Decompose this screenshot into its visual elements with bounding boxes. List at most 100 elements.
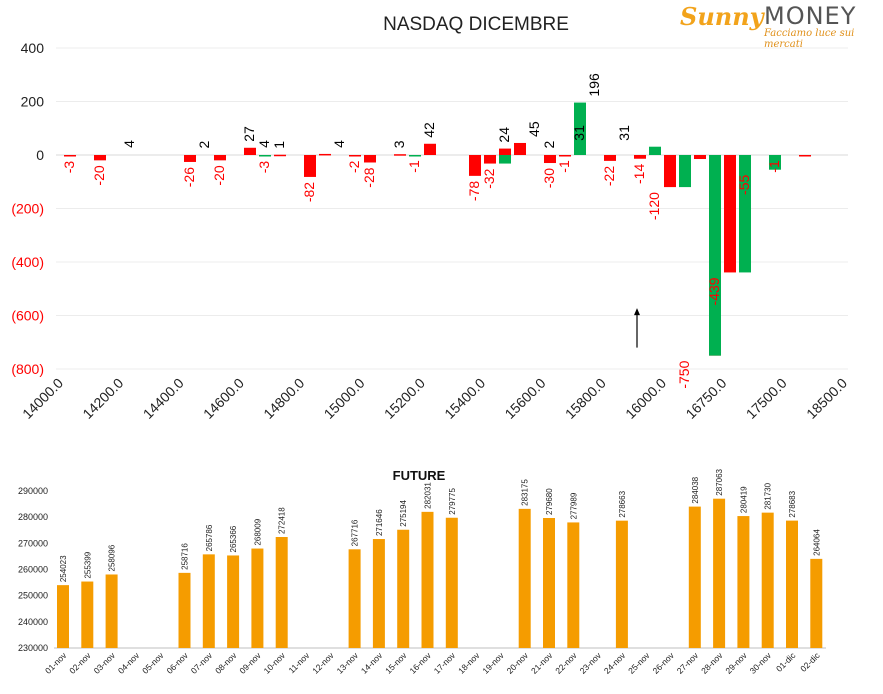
top-bar-label: 31 [571,125,587,141]
top-bar-label: 42 [421,122,437,138]
top-bar-label: -20 [211,165,227,185]
top-bar-label: -14 [631,164,647,184]
sunny-money-logo: Sunny MONEY Facciamo luce sui mercati [680,2,880,50]
top-bar [469,155,481,176]
future-value-label: 282031 [424,482,433,509]
top-x-tick-label: 15200.0 [381,375,428,422]
future-category-label: 22-nov [553,650,579,676]
future-bar [105,574,118,648]
top-y-tick-label: 200 [21,94,45,110]
future-value-label: 258096 [108,544,117,571]
top-bar-label: 2 [196,140,212,148]
top-x-tick-label: 14000.0 [19,375,66,422]
future-value-label: 280419 [739,486,748,513]
future-value-label: 258716 [181,543,190,570]
top-bar [244,147,256,155]
future-bar [567,522,580,648]
future-bar [372,539,385,648]
future-category-label: 08-nov [213,650,239,676]
future-bar [445,517,458,648]
future-category-label: 07-nov [189,650,215,676]
future-y-tick-label: 230000 [18,643,48,653]
future-category-label: 02-nov [67,650,93,676]
logo-tagline: Facciamo luce sui mercati [764,28,855,50]
future-bar [810,558,823,648]
future-category-label: 21-nov [529,650,555,676]
future-value-label: 287063 [715,468,724,495]
top-x-tick-label: 14400.0 [140,375,187,422]
top-x-tick-label: 15800.0 [562,375,609,422]
future-bar [397,529,410,648]
top-y-tick-label: (400) [11,254,44,270]
future-value-label: 254023 [59,555,68,582]
top-bar-label: -1 [766,160,782,173]
top-bar [769,155,781,170]
top-bar-label: -3 [61,161,77,174]
top-y-tick-label: (800) [11,361,44,377]
future-category-label: 26-nov [650,650,676,676]
future-value-label: 272418 [278,507,287,534]
future-category-label: 28-nov [699,650,725,676]
top-bar-label: -2 [346,160,362,173]
top-y-tick-label: (600) [11,308,44,324]
top-bar [184,155,196,162]
future-category-label: 10-nov [262,650,288,676]
top-bar [64,155,76,157]
future-category-label: 04-nov [116,650,142,676]
top-bar [94,155,106,161]
future-y-tick-label: 260000 [18,565,48,575]
future-category-label: 24-nov [602,650,628,676]
future-bar [57,585,69,648]
future-value-label: 279775 [448,488,457,515]
future-y-tick-label: 290000 [18,486,48,496]
future-category-label: 14-nov [359,650,385,676]
logo-sunny-text: Sunny [680,2,764,31]
top-bar-label: -22 [601,166,617,186]
top-bar-label: -26 [181,167,197,187]
top-bar-label: -20 [91,165,107,185]
top-bar-label: -3 [256,161,272,174]
future-category-label: 15-nov [383,650,409,676]
top-bar-label: -15 [661,164,677,184]
top-bar [364,155,376,163]
future-bar [202,554,215,648]
top-y-tick-label: 400 [21,40,45,56]
future-bar [421,511,434,648]
top-x-tick-label: 18500.0 [803,375,850,422]
top-bar [679,155,691,188]
future-category-label: 02-dic [798,650,822,674]
future-bar [786,520,798,648]
future-category-label: 17-nov [432,650,458,676]
top-bar [409,155,421,157]
future-value-label: 275194 [399,499,408,526]
top-bar [514,142,526,155]
future-category-label: 20-nov [505,650,531,676]
top-bar-label: -78 [466,181,482,201]
future-category-label: 19-nov [480,650,506,676]
future-value-label: 255399 [83,551,92,578]
top-bar [499,148,511,155]
top-bar-label: -439 [706,277,722,305]
top-bar [394,154,406,156]
future-category-label: 16-nov [407,650,433,676]
top-bar-label: 24 [496,127,512,143]
top-bar-label: -120 [646,192,662,220]
future-category-label: 11-nov [286,650,312,676]
top-bar [274,154,286,157]
future-value-label: 271646 [375,509,384,536]
future-category-label: 06-nov [164,650,190,676]
top-bar-label: 4 [256,140,272,148]
annotation-arrow-head [634,308,640,316]
future-y-tick-label: 270000 [18,538,48,548]
top-bar [304,155,316,177]
top-bar-label: 4 [331,140,347,148]
future-y-tick-label: 250000 [18,591,48,601]
top-x-tick-label: 14200.0 [79,375,126,422]
top-x-tick-label: 14800.0 [260,375,307,422]
future-bar [761,512,774,648]
future-value-label: 278663 [618,490,627,517]
top-y-tick-label: 0 [36,147,44,163]
future-category-label: 29-nov [723,650,749,676]
top-bar-label: -82 [301,182,317,202]
